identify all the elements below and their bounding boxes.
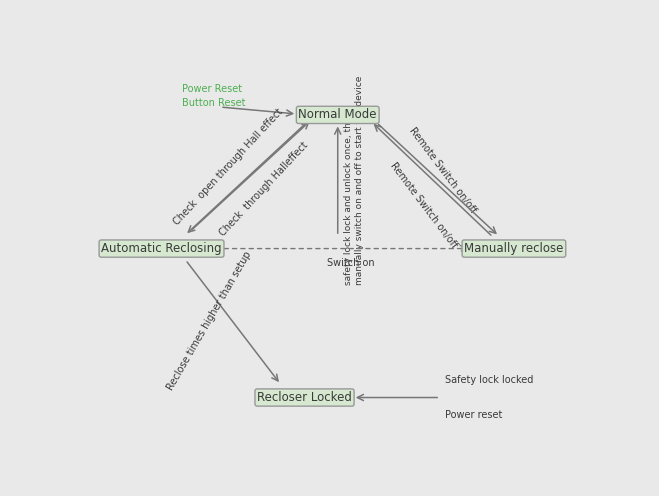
Text: Check  through Halleffect: Check through Halleffect xyxy=(217,140,310,239)
Text: Manually reclose: Manually reclose xyxy=(464,242,563,255)
Text: Check  open through Hall effect: Check open through Hall effect xyxy=(171,106,285,227)
Text: safety lock lock and unlock once, then,
manually switch on and off to start the : safety lock lock and unlock once, then, … xyxy=(344,75,364,285)
Text: Remote Switch on/off: Remote Switch on/off xyxy=(407,125,478,215)
Text: Remote Switch on/off: Remote Switch on/off xyxy=(388,161,459,250)
Text: Power reset: Power reset xyxy=(445,410,502,420)
Text: Automatic Reclosing: Automatic Reclosing xyxy=(101,242,222,255)
Text: Safety lock locked: Safety lock locked xyxy=(445,375,533,385)
Text: Recloser Locked: Recloser Locked xyxy=(257,391,352,404)
Text: Switch on: Switch on xyxy=(327,258,374,268)
Text: Reclose times higher than setup: Reclose times higher than setup xyxy=(165,250,253,392)
Text: Normal Mode: Normal Mode xyxy=(299,109,377,122)
Text: Power Reset
Button Reset: Power Reset Button Reset xyxy=(182,84,245,108)
